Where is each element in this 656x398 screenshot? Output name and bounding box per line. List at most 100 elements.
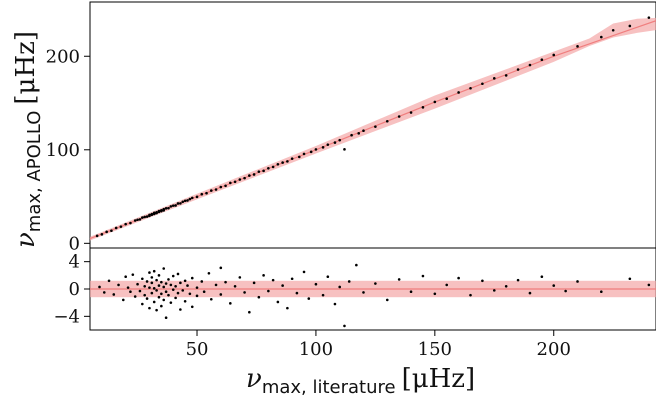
data-point [262, 169, 265, 173]
data-point [190, 196, 194, 200]
data-point [171, 204, 175, 207]
residual-point [252, 281, 256, 285]
x-axis-symbol: ν [246, 364, 262, 394]
data-point [229, 181, 232, 185]
main-panel: 0 100 200 νmax, APOLLO [μHz] [11, 1, 656, 254]
main-y-axis-label: νmax, APOLLO [μHz] [11, 31, 45, 248]
residual-point [148, 271, 151, 274]
data-point [152, 212, 156, 216]
residual-point [195, 286, 199, 289]
data-point [148, 214, 151, 218]
data-point [143, 215, 146, 219]
residual-point [385, 298, 389, 302]
data-point [611, 28, 615, 32]
data-point [110, 229, 113, 232]
data-point [374, 125, 377, 128]
residual-point [171, 274, 175, 278]
y-tick-label: 0 [69, 233, 80, 254]
data-point [528, 63, 532, 67]
residual-point [152, 287, 156, 290]
residual-point [179, 308, 182, 311]
data-point [338, 138, 342, 142]
residual-point [167, 278, 170, 281]
residual-point [152, 269, 156, 273]
data-point [297, 155, 301, 159]
residual-point [397, 278, 401, 281]
data-point [421, 106, 425, 109]
data-point [219, 185, 223, 189]
residual-point [160, 292, 163, 296]
residual-point [157, 295, 161, 299]
y-axis-unit: [μHz] [11, 31, 41, 105]
residual-point [157, 284, 161, 287]
data-point [169, 205, 173, 208]
residual-point [160, 280, 163, 284]
main-confidence-band [90, 17, 656, 241]
residual-point [290, 277, 294, 281]
residual-point [248, 310, 251, 314]
residual-point [200, 280, 204, 283]
residual-point [238, 276, 242, 279]
data-point [314, 148, 318, 151]
residual-point [321, 293, 325, 297]
residual-point [229, 302, 232, 305]
residual-panel: −4 0 4 50 100 150 200 [53, 247, 656, 360]
data-point [433, 100, 437, 104]
data-point [309, 150, 313, 154]
data-point [326, 143, 330, 146]
residual-point [133, 295, 137, 298]
residual-point [131, 273, 135, 276]
residual-y-tick-label: 4 [69, 252, 80, 273]
residual-point [540, 275, 544, 279]
residual-point [343, 324, 346, 328]
data-point [133, 219, 137, 222]
data-point [267, 167, 270, 170]
data-point [233, 180, 237, 184]
data-point [276, 162, 280, 166]
data-point [252, 173, 256, 176]
residual-point [445, 283, 449, 287]
data-point [183, 199, 187, 203]
residual-point [157, 274, 161, 277]
data-point [281, 161, 284, 164]
residual-point [162, 267, 166, 270]
data-point [552, 53, 556, 57]
data-point [481, 82, 484, 86]
residual-point [188, 292, 192, 296]
x-axis-label: νmax, literature [μHz] [246, 364, 475, 398]
data-point [362, 129, 365, 133]
residual-point [145, 297, 149, 300]
residual-point [202, 290, 206, 294]
data-point [188, 197, 192, 201]
residual-point [576, 280, 579, 283]
residual-point [176, 291, 180, 295]
data-point [145, 215, 149, 218]
y-axis-subscript: max, APOLLO [24, 111, 45, 233]
residual-point [174, 284, 177, 288]
residual-point [347, 280, 351, 283]
residual-point [183, 279, 187, 283]
residual-point [262, 274, 265, 277]
x-tick-label: 100 [299, 339, 333, 360]
data-point [343, 148, 346, 151]
data-point [100, 233, 104, 236]
residual-point [136, 282, 139, 286]
data-point [136, 218, 139, 222]
residual-point [141, 277, 144, 281]
residual-point [112, 293, 116, 296]
data-point [238, 178, 242, 181]
residual-point [155, 278, 158, 282]
residual-point [528, 291, 532, 295]
data-point [119, 225, 123, 228]
data-point [179, 202, 182, 205]
data-point [162, 209, 166, 212]
data-point [540, 58, 544, 62]
data-point [95, 234, 99, 238]
residual-point [152, 300, 156, 304]
data-point [174, 204, 177, 207]
x-axis-ticks: 50 100 150 200 [186, 330, 571, 360]
residual-y-tick-label: 0 [69, 279, 80, 300]
data-point [114, 226, 118, 230]
residual-point [295, 291, 299, 295]
data-point [141, 216, 144, 219]
